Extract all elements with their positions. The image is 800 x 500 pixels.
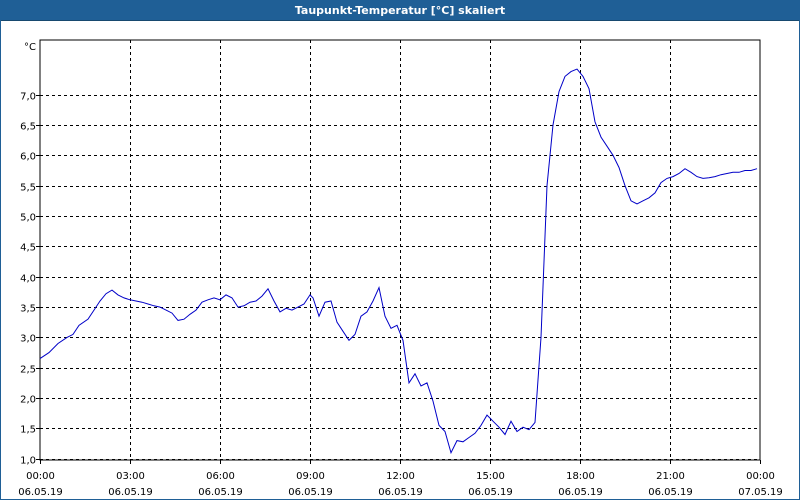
y-tick-label: 1,0 [20, 456, 36, 467]
y-tick-label: 3,5 [20, 304, 36, 315]
x-tick-time-label: 00:00 [746, 471, 775, 482]
y-tick-label: 5,0 [20, 213, 36, 224]
x-tick-date-label: 06.05.19 [648, 487, 693, 498]
x-tick-date-label: 06.05.19 [108, 487, 153, 498]
y-axis-unit-label: °C [24, 42, 36, 53]
x-tick-time-label: 15:00 [476, 471, 505, 482]
y-tick-label: 5,5 [20, 183, 36, 194]
x-tick-date-label: 06.05.19 [198, 487, 243, 498]
y-tick-label: 6,5 [20, 122, 36, 133]
x-tick-date-label: 06.05.19 [378, 487, 423, 498]
x-tick-time-label: 06:00 [206, 471, 235, 482]
grid-lines [40, 40, 760, 460]
x-tick-date-label: 06.05.19 [558, 487, 603, 498]
y-tick-label: 1,5 [20, 425, 36, 436]
x-tick-date-label: 06.05.19 [468, 487, 513, 498]
y-tick-label: 2,5 [20, 365, 36, 376]
x-tick-time-label: 03:00 [116, 471, 145, 482]
y-tick-label: 4,5 [20, 243, 36, 254]
x-tick-date-label: 06.05.19 [288, 487, 333, 498]
x-tick-time-label: 18:00 [566, 471, 595, 482]
y-tick-label: 4,0 [20, 274, 36, 285]
x-tick-time-label: 21:00 [656, 471, 685, 482]
y-tick-label: 3,0 [20, 334, 36, 345]
chart-title-bar: Taupunkt-Temperatur [°C] skaliert [0, 0, 800, 21]
y-axis: 1,0 1,5 2,0 2,5 3,0 3,5 4,0 4,5 5,0 5,5 6,0 6,5 7,0 [20, 92, 40, 467]
y-tick-label: 2,0 [20, 395, 36, 406]
y-tick-label: 6,0 [20, 152, 36, 163]
y-tick-label: 7,0 [20, 92, 36, 103]
x-axis: 00:00 06.05.19 03:00 06.05.19 06:00 06.05.19 0… [18, 460, 783, 498]
x-tick-time-label: 09:00 [296, 471, 325, 482]
x-tick-time-label: 12:00 [386, 471, 415, 482]
x-tick-time-label: 00:00 [26, 471, 55, 482]
x-tick-date-label: 06.05.19 [18, 487, 63, 498]
series-line [39, 68, 758, 455]
chart-title: Taupunkt-Temperatur [°C] skaliert [294, 3, 506, 17]
x-tick-date-label: 07.05.19 [738, 487, 783, 498]
